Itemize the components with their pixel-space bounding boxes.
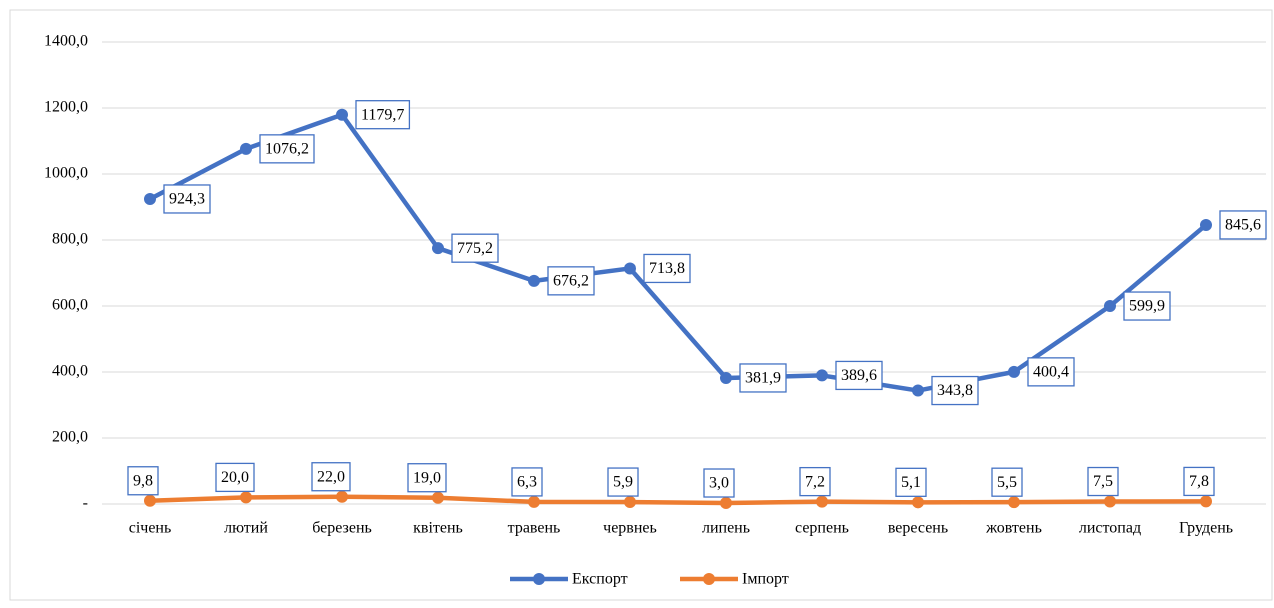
data-label-box xyxy=(355,100,411,130)
point xyxy=(336,490,348,503)
point xyxy=(240,142,252,155)
x-tick-label: жовтень xyxy=(985,520,1042,537)
data-label-box xyxy=(1183,466,1215,497)
data-label: 7,8 xyxy=(1189,473,1209,490)
point xyxy=(624,262,636,275)
data-label-box xyxy=(799,466,831,497)
data-label: 381,9 xyxy=(745,370,781,387)
series-line xyxy=(149,494,1207,506)
data-label-box xyxy=(643,253,691,284)
data-label: 5,9 xyxy=(613,474,633,491)
x-tick-label: Грудень xyxy=(1179,520,1233,537)
data-label: 9,8 xyxy=(133,472,153,489)
point xyxy=(1200,218,1212,231)
point xyxy=(912,384,924,397)
y-tick-label: 1000,0 xyxy=(44,165,88,182)
chart-border xyxy=(9,9,1273,601)
y-tick-label: 200,0 xyxy=(52,429,88,446)
point xyxy=(1200,495,1212,508)
data-label-box xyxy=(991,467,1023,497)
data-label: 713,8 xyxy=(649,260,685,277)
data-label-box xyxy=(127,466,159,496)
point xyxy=(1104,495,1116,508)
point xyxy=(624,496,636,509)
point xyxy=(816,495,828,508)
point xyxy=(240,491,252,504)
point xyxy=(528,274,540,287)
data-label: 19,0 xyxy=(413,469,441,486)
data-label: 599,9 xyxy=(1129,298,1165,315)
x-tick-label: липень xyxy=(702,520,750,537)
data-label: 1076,2 xyxy=(265,141,309,158)
point xyxy=(144,192,156,205)
data-label: 6,3 xyxy=(517,474,537,491)
point xyxy=(912,496,924,509)
data-label-box xyxy=(835,360,883,391)
data-label-box xyxy=(511,467,543,497)
data-label: 7,2 xyxy=(805,473,825,490)
x-tick-label: квітень xyxy=(413,520,463,537)
point xyxy=(144,494,156,507)
data-label-box xyxy=(931,375,979,406)
data-label-box xyxy=(703,468,735,498)
point xyxy=(528,495,540,508)
data-label-box xyxy=(407,463,447,493)
data-label: 20,0 xyxy=(221,469,249,486)
data-label-box xyxy=(1087,466,1119,497)
x-tick-label: листопад xyxy=(1079,520,1141,537)
data-label: 924,3 xyxy=(169,191,205,208)
point xyxy=(816,369,828,382)
x-tick-label: січень xyxy=(129,520,172,537)
point xyxy=(720,497,732,510)
data-label-box xyxy=(547,266,595,296)
data-label: 3,0 xyxy=(709,475,729,492)
data-label: 845,6 xyxy=(1225,217,1261,234)
data-label-box xyxy=(1219,210,1267,240)
y-tick-label: 400,0 xyxy=(52,363,88,380)
y-tick-label: 1400,0 xyxy=(44,33,88,50)
y-tick-label: 600,0 xyxy=(52,297,88,314)
data-label-box xyxy=(163,184,211,214)
data-label-box xyxy=(1027,357,1075,387)
x-tick-label: березень xyxy=(312,520,372,537)
legend-marker xyxy=(703,573,715,585)
data-label-box xyxy=(1123,291,1171,321)
point xyxy=(1104,300,1116,313)
data-label-box xyxy=(739,363,787,393)
data-label-box xyxy=(311,462,351,492)
point xyxy=(432,242,444,255)
y-tick-label: - xyxy=(83,495,88,512)
data-label-box xyxy=(259,134,315,164)
legend-label: Імпорт xyxy=(742,571,789,588)
data-label: 676,2 xyxy=(553,273,589,290)
x-tick-label: лютий xyxy=(224,520,268,537)
data-label: 400,4 xyxy=(1033,364,1069,381)
data-label-box xyxy=(215,462,255,493)
point xyxy=(336,108,348,121)
legend-label: Експорт xyxy=(572,571,628,588)
point xyxy=(1008,496,1020,509)
y-tick-label: 800,0 xyxy=(52,231,88,248)
data-label-box xyxy=(451,233,499,263)
legend-marker xyxy=(533,573,545,585)
data-label: 343,8 xyxy=(937,382,973,399)
x-tick-label: серпень xyxy=(795,520,849,537)
point xyxy=(432,491,444,504)
data-label: 389,6 xyxy=(841,367,877,384)
data-label: 7,5 xyxy=(1093,473,1113,490)
data-label: 1179,7 xyxy=(361,106,404,123)
data-label-box xyxy=(895,467,927,497)
data-label-box xyxy=(607,467,639,497)
x-tick-label: червнеь xyxy=(603,520,657,537)
data-label: 5,5 xyxy=(997,474,1017,491)
point xyxy=(720,371,732,384)
y-tick-label: 1200,0 xyxy=(44,99,88,116)
data-label: 22,0 xyxy=(317,468,345,485)
data-label: 775,2 xyxy=(457,240,493,257)
point xyxy=(1008,365,1020,378)
data-label: 5,1 xyxy=(901,474,921,491)
x-tick-label: травень xyxy=(508,520,561,537)
x-tick-label: вересень xyxy=(888,520,948,537)
